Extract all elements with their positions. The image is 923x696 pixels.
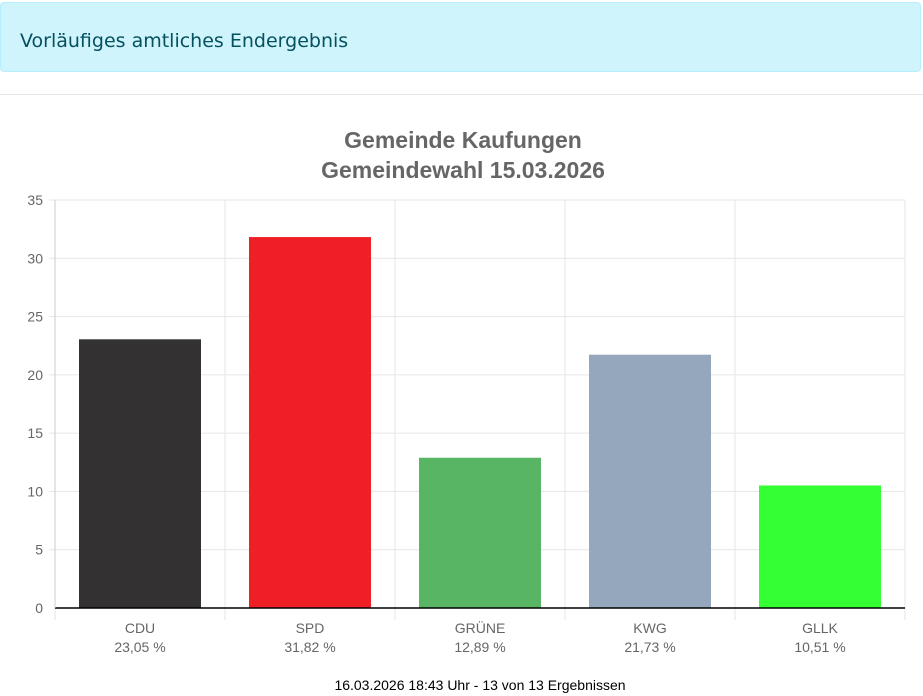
y-tick-label: 0 [35,600,43,616]
y-tick-label: 5 [35,542,43,558]
y-tick-label: 15 [27,425,43,441]
x-tick-label: GLLK [802,620,838,636]
divider [0,94,923,95]
x-tick-label: SPD [296,620,325,636]
y-tick-label: 30 [27,250,43,266]
y-tick-label: 10 [27,483,43,499]
x-tick-label: KWG [633,620,666,636]
status-banner: Vorläufiges amtliches Endergebnis [0,2,921,72]
bar-grüne [419,457,541,608]
data-label-percent: 23,05 % [114,639,165,655]
chart-title-line: Gemeindewahl 15.03.2026 [321,157,605,183]
bar-gllk [759,485,881,608]
data-label-percent: 12,89 % [454,639,505,655]
y-tick-label: 25 [27,309,43,325]
y-tick-label: 35 [27,192,43,208]
x-tick-label: GRÜNE [455,619,506,636]
data-label-percent: 31,82 % [284,639,335,655]
x-tick-label: CDU [125,620,155,636]
data-label-percent: 21,73 % [624,639,675,655]
bar-cdu [79,339,201,608]
status-banner-text: Vorläufiges amtliches Endergebnis [20,30,349,52]
chart-title-line: Gemeinde Kaufungen [344,127,582,153]
bar-kwg [589,354,711,608]
y-tick-label: 20 [27,367,43,383]
result-timestamp: 16.03.2026 18:43 Uhr - 13 von 13 Ergebni… [334,677,626,693]
bar-spd [249,237,371,609]
data-label-percent: 10,51 % [794,639,845,655]
